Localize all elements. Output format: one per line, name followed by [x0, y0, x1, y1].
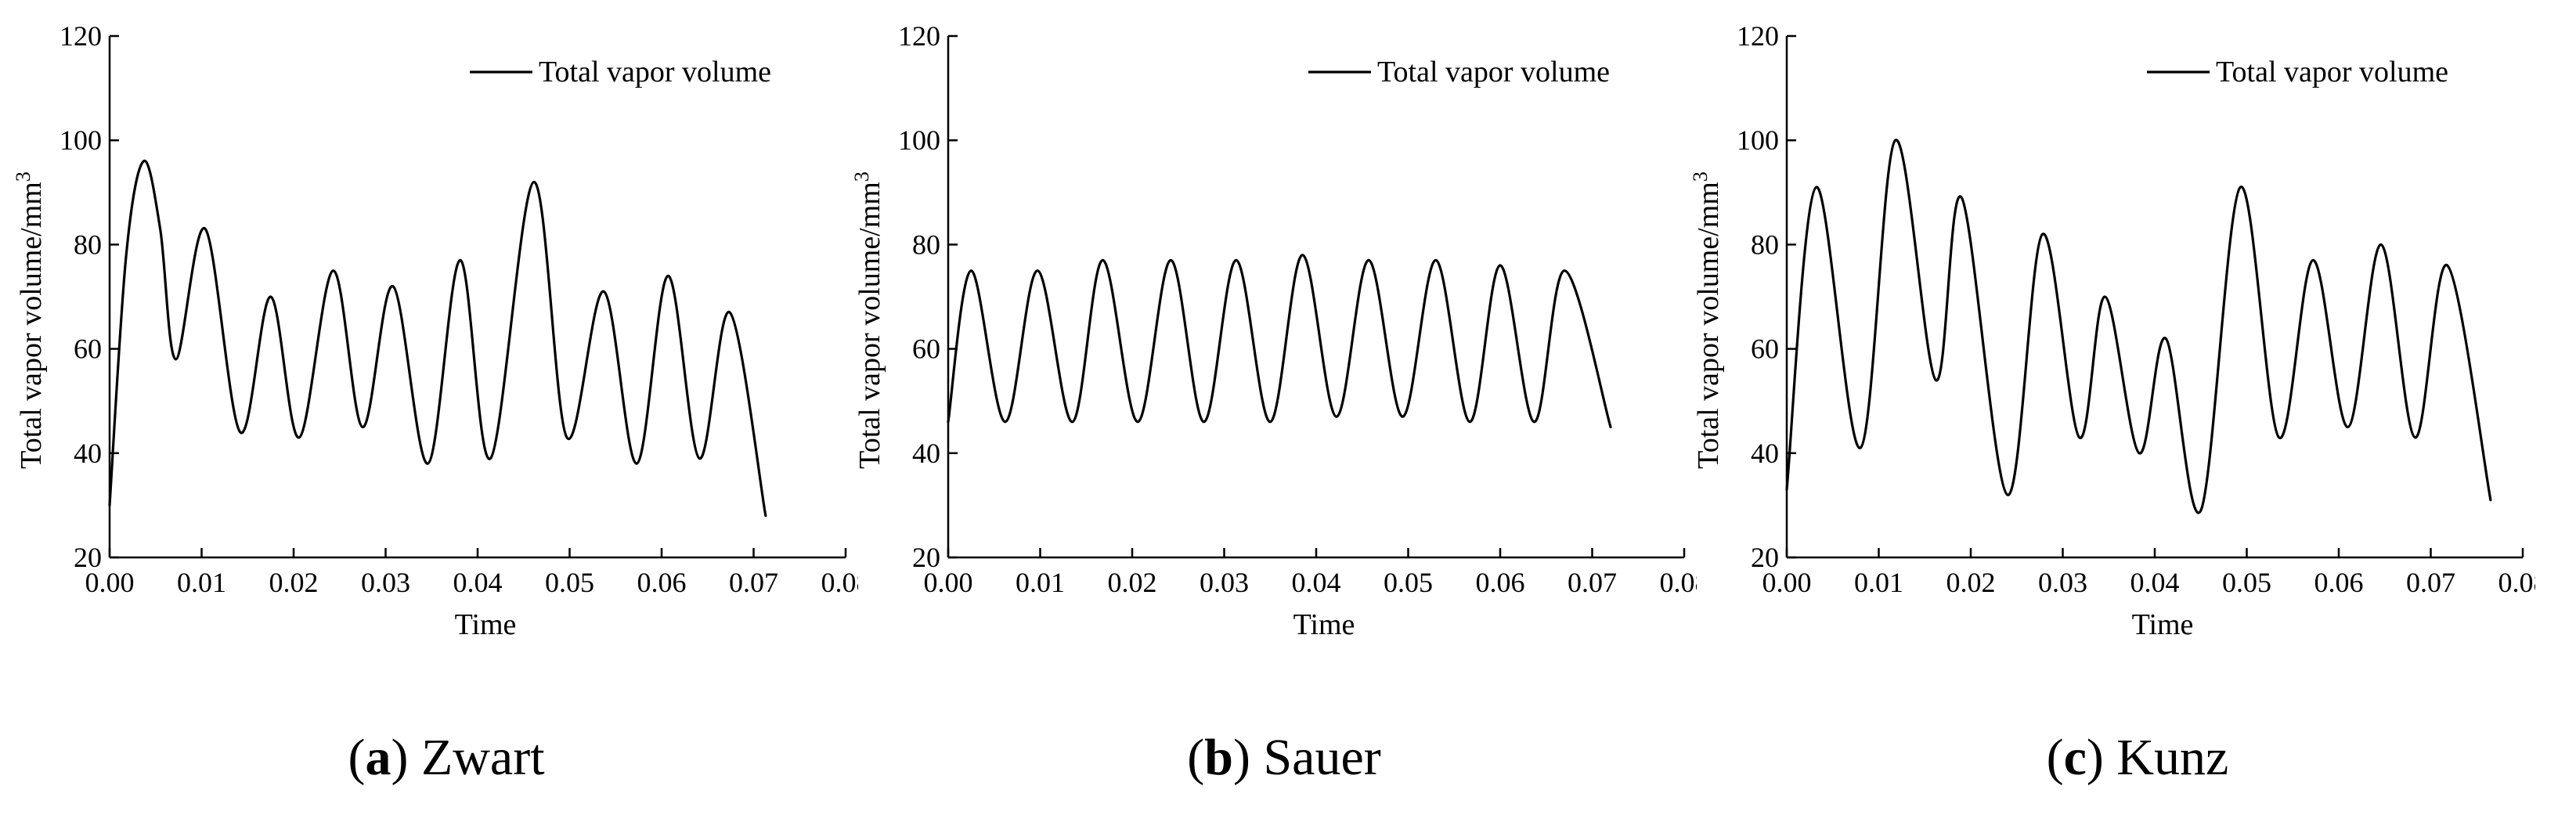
- x-tick-label: 0.05: [1384, 567, 1433, 598]
- x-tick-label: 0.01: [1854, 567, 1903, 598]
- y-tick-label: 40: [912, 438, 940, 469]
- legend-label: Total vapor volume: [1377, 56, 1610, 88]
- y-axis-title-superscript: 3: [1689, 171, 1712, 182]
- y-axis-title: Total vapor volume/mm3: [12, 171, 48, 469]
- y-tick-label: 80: [1751, 229, 1779, 260]
- caption-name: Zwart: [420, 729, 545, 786]
- x-tick-label: 0.05: [545, 567, 594, 598]
- caption-c: (c) Kunz: [2046, 729, 2229, 786]
- x-tick-label: 0.05: [2222, 567, 2271, 598]
- x-axis-title: Time: [2132, 608, 2194, 641]
- y-tick-label: 20: [912, 542, 940, 573]
- x-tick-label: 0.03: [2038, 567, 2087, 598]
- y-tick-label: 120: [898, 20, 940, 52]
- y-axis-title-superscript: 3: [850, 171, 873, 182]
- y-tick-label: 120: [1737, 20, 1779, 52]
- x-tick-label: 0.00: [1762, 567, 1812, 598]
- x-tick-label: 0.04: [2130, 567, 2180, 598]
- y-tick-label: 120: [60, 20, 102, 52]
- x-tick-label: 0.01: [1016, 567, 1065, 598]
- caption-letter: a: [365, 729, 391, 786]
- y-tick-label: 40: [1751, 438, 1779, 469]
- legend-label: Total vapor volume: [2216, 56, 2448, 88]
- chart-panel-a: 20 40 60 80 100 120 0.00 0.01 0.02 0.03 0.04 0.05 0.…: [12, 20, 859, 641]
- y-tick-label: 80: [912, 229, 940, 260]
- y-tick-label: 20: [74, 542, 102, 573]
- y-tick-label: 40: [74, 438, 102, 469]
- x-tick-label: 0.07: [1568, 567, 1617, 598]
- x-tick-label: 0.04: [1292, 567, 1341, 598]
- y-tick-label: 60: [912, 334, 940, 365]
- y-tick-label: 100: [898, 124, 940, 156]
- chart-panel-b: 20 40 60 80 100 120 0.00 0.01 0.02 0.03 0.04 0.05 0.…: [850, 20, 1697, 641]
- x-tick-label: 0.02: [1946, 567, 1996, 598]
- legend-label: Total vapor volume: [539, 56, 771, 88]
- caption-letter: b: [1204, 729, 1233, 786]
- x-tick-label: 0.08: [2498, 567, 2536, 598]
- y-axis-title: Total vapor volume/mm3: [850, 171, 886, 469]
- x-tick-label: 0.00: [924, 567, 973, 598]
- y-tick-label: 80: [74, 229, 102, 260]
- caption-name: Kunz: [2116, 729, 2229, 786]
- x-tick-label: 0.08: [1660, 567, 1697, 598]
- x-tick-label: 0.06: [1476, 567, 1525, 598]
- x-tick-label: 0.07: [2406, 567, 2455, 598]
- y-axis-title: Total vapor volume/mm3: [1689, 171, 1725, 469]
- x-tick-label: 0.02: [1108, 567, 1157, 598]
- y-tick-label: 60: [74, 334, 102, 365]
- x-tick-label: 0.02: [269, 567, 319, 598]
- x-tick-label: 0.04: [453, 567, 503, 598]
- x-tick-label: 0.06: [637, 567, 687, 598]
- x-axis-title: Time: [455, 608, 517, 641]
- y-axis-title-superscript: 3: [12, 171, 34, 182]
- x-tick-label: 0.07: [729, 567, 778, 598]
- x-tick-label: 0.00: [85, 567, 135, 598]
- caption-a: (a) Zwart: [348, 729, 545, 786]
- y-tick-label: 100: [1737, 124, 1779, 156]
- y-tick-label: 100: [60, 124, 102, 156]
- x-tick-label: 0.03: [1200, 567, 1249, 598]
- caption-letter: c: [2063, 729, 2087, 786]
- y-tick-label: 20: [1751, 542, 1779, 573]
- caption-name: Sauer: [1263, 729, 1381, 786]
- y-tick-label: 60: [1751, 334, 1779, 365]
- x-tick-label: 0.08: [821, 567, 859, 598]
- x-tick-label: 0.06: [2314, 567, 2364, 598]
- series-line: [1785, 139, 2492, 514]
- x-tick-label: 0.01: [177, 567, 226, 598]
- series-line: [108, 160, 767, 517]
- series-line: [947, 254, 1612, 429]
- chart-panel-c: 20 40 60 80 100 120 0.00 0.01 0.02 0.03 0.04 0.05 0.…: [1689, 20, 2536, 641]
- x-tick-label: 0.03: [361, 567, 410, 598]
- caption-b: (b) Sauer: [1187, 729, 1381, 786]
- x-axis-title: Time: [1293, 608, 1355, 641]
